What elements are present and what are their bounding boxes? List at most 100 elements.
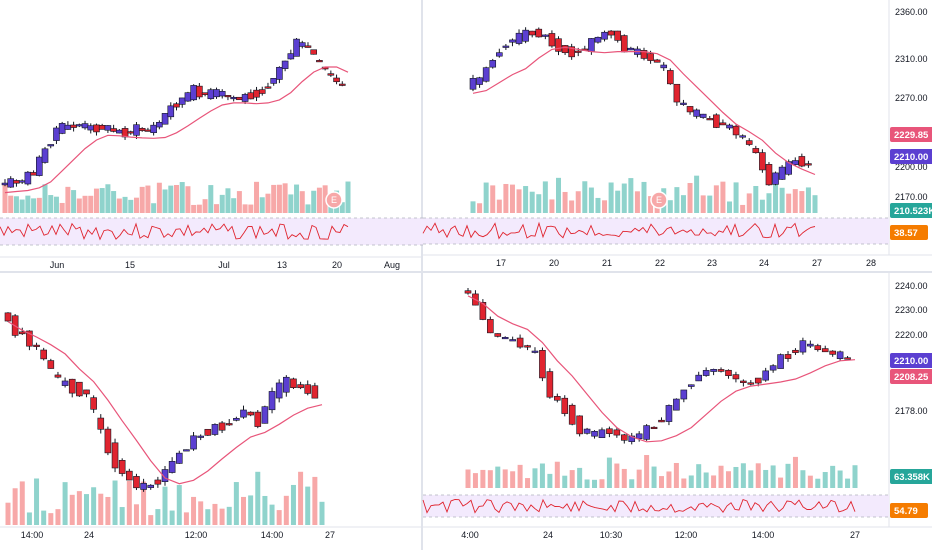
pane-divider-vertical[interactable] <box>421 0 423 550</box>
volume-bar <box>111 191 117 213</box>
volume-bar <box>42 184 48 213</box>
volume-bar <box>606 457 612 488</box>
candle-body <box>574 50 582 53</box>
earnings-event-label: E <box>331 195 337 205</box>
time-axis-label: 14:00 <box>752 530 775 540</box>
earnings-event-circle <box>650 191 668 209</box>
candle-body <box>542 34 549 37</box>
candle-body <box>496 52 503 57</box>
candle-body <box>61 380 69 386</box>
volume-value-text: 210.523K <box>894 206 932 217</box>
chart-top-left: 2400.002300.002120.002045.001975.001925.… <box>0 0 477 270</box>
volume-bar <box>800 470 806 488</box>
candle-body <box>87 125 95 131</box>
volume-bar <box>674 187 680 213</box>
candle-body <box>264 86 272 89</box>
candle-body <box>667 70 674 85</box>
candle-body <box>304 384 312 394</box>
volume-bar <box>319 501 325 525</box>
chart-pane-top-left[interactable]: 2400.002300.002120.002045.001975.001925.… <box>0 0 477 271</box>
candle-body <box>607 30 615 36</box>
volume-bar <box>502 469 508 488</box>
volume-bar <box>602 200 608 213</box>
volume-bar <box>191 204 197 213</box>
candle-body <box>680 102 687 105</box>
volume-bar <box>119 507 125 525</box>
candle-body <box>745 140 753 145</box>
moving-average-line <box>4 66 349 194</box>
candle-body <box>47 144 55 147</box>
chart-pane-bottom-right[interactable]: 2240.002230.002220.002190.002178.004:002… <box>422 273 932 550</box>
volume-bar <box>99 188 105 213</box>
candle-body <box>54 374 62 378</box>
candle-body <box>772 172 779 185</box>
volume-bar <box>183 512 189 525</box>
moving-average-line <box>472 46 816 176</box>
volume-bar <box>141 481 147 525</box>
price-axis-label: 2360.00 <box>895 7 928 17</box>
candle-body <box>35 156 43 176</box>
volume-bar <box>628 178 634 213</box>
volume-bar <box>556 177 561 213</box>
volume-bar <box>785 463 791 488</box>
volume-value-text: 63.358K <box>894 472 930 483</box>
volume-bar <box>703 472 709 488</box>
candle-body <box>233 418 240 421</box>
time-axis-label: 12:00 <box>675 530 698 540</box>
candle-body <box>524 345 531 348</box>
candle-body <box>297 384 304 389</box>
candle-body <box>204 428 212 436</box>
volume-bar <box>536 194 542 213</box>
volume-bar <box>271 184 277 213</box>
pane-divider-horizontal[interactable] <box>0 271 932 273</box>
candle-body <box>686 106 694 113</box>
volume-bar <box>582 181 588 213</box>
volume-bar <box>472 473 478 488</box>
candle-body <box>218 422 226 431</box>
volume-bar <box>214 204 220 213</box>
candle-body <box>140 483 147 490</box>
earnings-event-marker[interactable]: E <box>325 191 343 209</box>
volume-bar <box>122 196 128 213</box>
volume-bar <box>687 183 693 213</box>
volume-bar <box>345 181 351 213</box>
price-axis-label: 2170.00 <box>895 192 928 202</box>
volume-bar <box>55 509 61 525</box>
candle-body <box>640 50 648 59</box>
earnings-event-marker[interactable]: E <box>650 191 668 209</box>
volume-bar <box>725 471 731 488</box>
volume-bar <box>666 471 672 488</box>
candle-body <box>653 59 661 63</box>
volume-bar <box>2 183 8 213</box>
volume-bar <box>673 462 679 488</box>
candle-body <box>224 95 232 98</box>
rsi-value-text: 38.57 <box>894 228 918 239</box>
price-axis-label: 2178.00 <box>895 406 928 416</box>
volume-bar <box>128 199 134 213</box>
chart-pane-bottom-left[interactable]: 2250.002240.002230.002220.002190.002178.… <box>0 273 483 550</box>
candle-body <box>650 426 658 430</box>
volume-bar <box>759 199 765 213</box>
candle-body <box>18 331 26 335</box>
candle-body <box>805 163 812 166</box>
time-axis-label: 17 <box>496 258 506 268</box>
time-axis-label: 24 <box>84 530 94 540</box>
volume-bar <box>31 198 37 213</box>
volume-bar <box>629 479 635 488</box>
chart-pane-top-right[interactable]: 2360.00 2310.00 2270.00 2200.00 2170.00 17 20 2… <box>422 0 932 271</box>
volume-bar <box>807 475 813 488</box>
volume-bar <box>248 495 254 525</box>
candle-body <box>784 354 792 359</box>
candle-body <box>241 94 249 102</box>
candle-body <box>110 128 117 132</box>
ma-value-badge <box>890 369 932 384</box>
volume-bar <box>496 199 502 213</box>
candle-body <box>168 461 176 473</box>
time-axis-label: 27 <box>812 258 822 268</box>
candle-body <box>173 103 180 108</box>
volume-bar <box>185 186 191 213</box>
volume-bar <box>539 463 545 488</box>
candle-body <box>83 389 90 395</box>
candle-body <box>539 349 546 379</box>
volume-bar <box>667 200 673 213</box>
